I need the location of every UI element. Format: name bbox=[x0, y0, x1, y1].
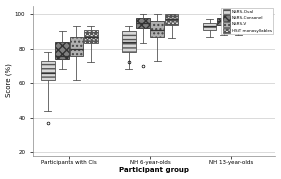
PathPatch shape bbox=[203, 23, 216, 30]
PathPatch shape bbox=[150, 21, 164, 37]
X-axis label: Participant group: Participant group bbox=[119, 167, 189, 173]
PathPatch shape bbox=[70, 37, 83, 55]
PathPatch shape bbox=[55, 42, 69, 59]
PathPatch shape bbox=[246, 14, 259, 21]
PathPatch shape bbox=[231, 18, 245, 26]
Legend: NSRS-Oval, NSRS-Consonel, NSRS-V, HSiT monosyllables: NSRS-Oval, NSRS-Consonel, NSRS-V, HSiT m… bbox=[221, 8, 273, 34]
PathPatch shape bbox=[165, 14, 178, 25]
Y-axis label: Score (%): Score (%) bbox=[6, 64, 12, 97]
PathPatch shape bbox=[41, 61, 55, 80]
PathPatch shape bbox=[122, 31, 136, 52]
PathPatch shape bbox=[84, 30, 98, 43]
PathPatch shape bbox=[217, 18, 231, 25]
PathPatch shape bbox=[136, 18, 150, 28]
